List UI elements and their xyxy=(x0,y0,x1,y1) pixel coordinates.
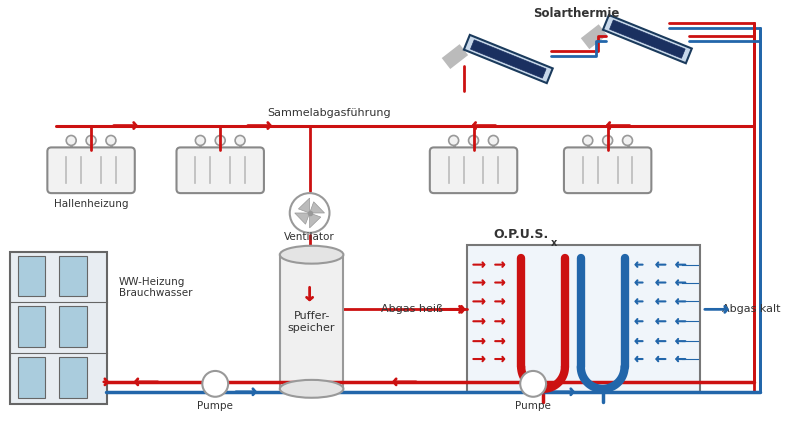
Circle shape xyxy=(203,371,229,397)
Bar xyxy=(59,256,87,296)
Bar xyxy=(17,357,46,398)
Text: Abgas kalt: Abgas kalt xyxy=(723,304,781,314)
Text: Solarthermie: Solarthermie xyxy=(533,7,619,20)
Text: WW-Heizung
Brauchwasser: WW-Heizung Brauchwasser xyxy=(119,277,192,298)
Text: x: x xyxy=(551,238,557,248)
Circle shape xyxy=(235,135,245,146)
Ellipse shape xyxy=(280,246,344,264)
FancyBboxPatch shape xyxy=(564,147,652,193)
Bar xyxy=(59,306,87,347)
Polygon shape xyxy=(295,213,310,224)
FancyBboxPatch shape xyxy=(177,147,264,193)
Bar xyxy=(59,357,87,398)
Polygon shape xyxy=(310,202,325,213)
Circle shape xyxy=(603,135,612,146)
Bar xyxy=(466,245,700,392)
Text: O.P.U.S.: O.P.U.S. xyxy=(493,228,548,241)
Polygon shape xyxy=(610,20,685,58)
Circle shape xyxy=(489,135,498,146)
Bar xyxy=(280,255,344,389)
Polygon shape xyxy=(464,35,552,83)
Text: Puffer-
speicher: Puffer- speicher xyxy=(288,311,336,333)
Circle shape xyxy=(469,135,478,146)
FancyBboxPatch shape xyxy=(429,147,517,193)
Circle shape xyxy=(106,135,116,146)
Text: Hallenheizung: Hallenheizung xyxy=(54,199,128,209)
FancyBboxPatch shape xyxy=(47,147,135,193)
Circle shape xyxy=(195,135,206,146)
Circle shape xyxy=(448,135,459,146)
Bar xyxy=(9,252,107,404)
Circle shape xyxy=(66,135,76,146)
Bar xyxy=(17,306,46,347)
Circle shape xyxy=(583,135,593,146)
Circle shape xyxy=(290,193,329,233)
Text: Pumpe: Pumpe xyxy=(197,401,233,411)
Polygon shape xyxy=(603,15,692,63)
Polygon shape xyxy=(299,198,310,213)
Text: Pumpe: Pumpe xyxy=(515,401,551,411)
Bar xyxy=(17,256,46,296)
Polygon shape xyxy=(470,40,546,78)
Ellipse shape xyxy=(280,380,344,398)
Circle shape xyxy=(520,371,546,397)
Circle shape xyxy=(215,135,225,146)
Text: Ventilator: Ventilator xyxy=(284,232,335,242)
Circle shape xyxy=(623,135,633,146)
Text: Sammelabgasführung: Sammelabgasführung xyxy=(268,108,392,118)
Circle shape xyxy=(86,135,96,146)
Text: Abgas heiß: Abgas heiß xyxy=(381,304,443,314)
Polygon shape xyxy=(310,213,321,228)
